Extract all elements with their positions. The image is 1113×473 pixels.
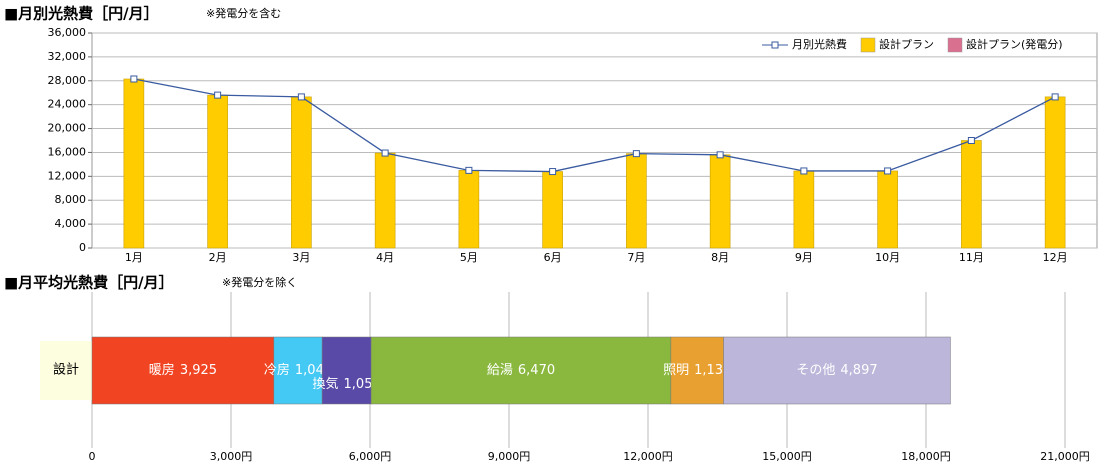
y-tick-label: 36,000 xyxy=(48,26,87,39)
x-tick-label: 11月 xyxy=(959,251,984,264)
bar-segment xyxy=(370,336,672,405)
chart-title: ■月平均光熱費［円/月］ xyxy=(4,274,174,292)
marker xyxy=(297,93,305,101)
y-tick-label: 20,000 xyxy=(48,122,87,135)
x-tick-label: 9月 xyxy=(795,251,813,264)
marker xyxy=(800,167,808,175)
x-tick-label: 15,000円 xyxy=(762,450,812,463)
bar-segment xyxy=(91,336,275,405)
marker xyxy=(465,166,473,174)
bar xyxy=(374,152,396,249)
bar xyxy=(793,170,815,249)
y-tick-label: 16,000 xyxy=(48,145,87,158)
marker xyxy=(1051,93,1059,101)
x-tick-label: 21,000円 xyxy=(1040,450,1090,463)
y-tick-label: 4,000 xyxy=(55,217,87,230)
marker xyxy=(967,137,975,144)
bar-segment xyxy=(723,336,951,405)
x-tick-label: 18,000円 xyxy=(901,450,951,463)
marker xyxy=(716,151,724,159)
data-label: 給湯 6,470 xyxy=(487,363,555,378)
series-name: 換気 xyxy=(313,376,339,392)
x-tick-label: 4月 xyxy=(376,251,394,264)
x-tick-label: 6,000円 xyxy=(349,450,392,463)
x-tick-label: 6月 xyxy=(544,251,562,264)
bar xyxy=(458,170,480,249)
series-name: 冷房 xyxy=(264,362,290,378)
y-tick-label: 8,000 xyxy=(55,193,87,206)
bar xyxy=(123,78,145,249)
plot-area xyxy=(91,32,1098,249)
x-tick-label: 1月 xyxy=(125,251,143,264)
y-tick-label: 28,000 xyxy=(48,74,87,87)
marker xyxy=(381,149,389,157)
category-label: 設計 xyxy=(53,362,79,378)
x-tick-label: 12,000円 xyxy=(623,450,673,463)
chart-subtitle: ※発電分を除く xyxy=(222,275,297,289)
series-name: 照明 xyxy=(663,363,689,378)
data-label: 冷房 1,042 xyxy=(264,362,332,378)
chart-title: ■月別光熱費［円/月］ xyxy=(4,5,159,23)
line xyxy=(133,78,1056,173)
marker xyxy=(549,168,557,176)
bar-segment xyxy=(273,336,323,405)
data-label: 換気 1,057 xyxy=(313,376,381,392)
legend-label: 月別光熱費 xyxy=(792,37,847,51)
legend-label: 設計プラン(発電分) xyxy=(966,37,1063,51)
y-tick-label: 24,000 xyxy=(48,98,87,111)
bar xyxy=(542,171,563,249)
data-label: その他 4,897 xyxy=(796,363,877,378)
legend-label: 設計プラン xyxy=(879,37,934,51)
x-tick-label: 3月 xyxy=(292,251,310,264)
legend-swatch xyxy=(947,37,963,53)
value-label: 3,925 xyxy=(180,363,217,378)
series-name: その他 xyxy=(796,363,835,378)
bar-segment xyxy=(321,336,372,405)
marker xyxy=(632,150,640,158)
y-tick-label: 12,000 xyxy=(48,169,87,182)
bar xyxy=(1044,96,1066,249)
y-tick-label: 0 xyxy=(79,241,86,254)
value-label: 4,897 xyxy=(840,363,877,378)
x-tick-label: 10月 xyxy=(875,251,900,264)
x-tick-label: 0 xyxy=(89,450,96,463)
bar xyxy=(626,153,647,249)
data-label: 照明 1,137 xyxy=(663,363,731,378)
x-tick-label: 7月 xyxy=(627,251,645,264)
x-tick-label: 12月 xyxy=(1043,251,1068,264)
bar xyxy=(207,94,228,249)
legend-swatch xyxy=(860,37,876,53)
marker xyxy=(130,75,138,83)
bar xyxy=(877,170,898,249)
x-tick-label: 9,000円 xyxy=(488,450,531,463)
chart-subtitle: ※発電分を含む xyxy=(206,6,281,20)
x-tick-label: 5月 xyxy=(460,251,478,264)
legend-marker xyxy=(771,41,779,49)
x-tick-label: 3,000円 xyxy=(210,450,253,463)
value-label: 6,470 xyxy=(518,363,555,378)
y-tick-label: 32,000 xyxy=(48,50,87,63)
series-name: 暖房 xyxy=(149,362,175,378)
data-label: 暖房 3,925 xyxy=(149,362,217,378)
bar xyxy=(961,140,982,249)
x-tick-label: 2月 xyxy=(209,251,227,264)
series-name: 給湯 xyxy=(487,363,513,378)
marker xyxy=(884,167,892,175)
x-tick-label: 8月 xyxy=(711,251,729,264)
category-box xyxy=(40,341,92,400)
value-label: 1,137 xyxy=(694,363,731,378)
bar xyxy=(709,154,731,249)
marker xyxy=(214,91,222,99)
bar xyxy=(291,96,312,249)
bar-segment xyxy=(670,336,724,405)
